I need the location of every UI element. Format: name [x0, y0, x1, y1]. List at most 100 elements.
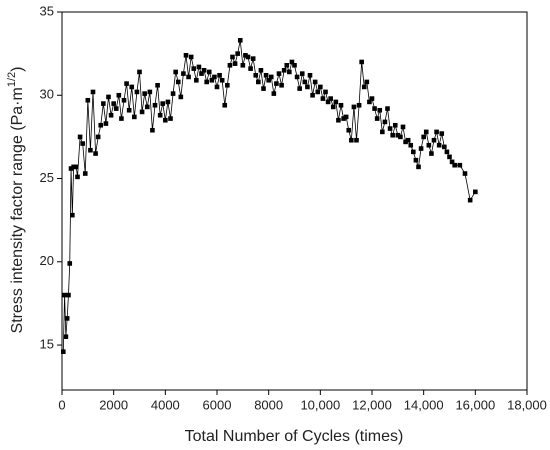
data-point: [165, 99, 171, 105]
y-axis-label-sup: 1/2: [6, 72, 18, 87]
data-point: [196, 64, 202, 70]
data-point: [68, 166, 74, 171]
data-point: [194, 77, 199, 83]
data-point: [444, 149, 450, 155]
data-point: [320, 96, 326, 101]
data-point: [439, 131, 445, 136]
data-point: [199, 71, 204, 76]
data-point: [245, 54, 251, 60]
data-point: [119, 116, 124, 121]
data-point: [225, 82, 230, 88]
data-point: [356, 102, 362, 108]
data-point: [116, 92, 122, 98]
data-point: [398, 134, 403, 140]
data-point: [434, 129, 439, 135]
y-tick-label: 15: [40, 336, 54, 351]
data-point: [336, 117, 341, 123]
data-point: [385, 106, 390, 111]
x-tick-label: 12,000: [352, 397, 392, 412]
data-point: [449, 159, 455, 165]
data-point: [144, 104, 150, 110]
data-point: [188, 54, 194, 60]
data-point: [263, 72, 269, 78]
data-point: [248, 66, 253, 71]
data-point: [315, 89, 321, 95]
data-point: [387, 126, 393, 131]
data-point: [71, 164, 76, 170]
data-point: [287, 69, 292, 75]
data-point: [310, 92, 315, 98]
data-point: [294, 74, 300, 80]
data-point: [235, 51, 240, 56]
data-point: [367, 99, 372, 105]
data-point: [121, 97, 127, 103]
data-point: [90, 89, 96, 95]
data-point: [354, 137, 359, 143]
x-tick-label: 0: [58, 397, 65, 412]
data-point: [173, 69, 178, 75]
data-point: [212, 74, 217, 80]
data-point: [186, 74, 191, 80]
data-point: [63, 334, 69, 340]
data-point: [268, 74, 274, 80]
data-point: [98, 122, 104, 128]
data-point: [142, 91, 147, 96]
x-tick-label: 8000: [254, 397, 283, 412]
data-point: [75, 174, 80, 180]
data-point: [209, 77, 215, 83]
data-point: [405, 137, 411, 143]
data-point: [392, 122, 398, 128]
data-point: [253, 72, 259, 78]
y-axis-label-main: Stress intensity factor range (Pa·m: [9, 87, 26, 333]
x-tick-label: 10,000: [300, 397, 340, 412]
data-point: [139, 109, 145, 115]
data-point: [101, 101, 106, 106]
data-point: [411, 149, 416, 155]
data-point: [155, 82, 160, 88]
data-point: [429, 151, 434, 156]
data-point: [289, 59, 295, 65]
data-point: [250, 56, 256, 61]
data-point: [160, 101, 166, 106]
data-point: [124, 81, 129, 86]
data-point: [240, 62, 246, 68]
data-point: [64, 316, 70, 321]
data-point: [418, 146, 424, 151]
data-point: [80, 141, 85, 146]
data-point: [351, 104, 357, 110]
data-point: [73, 164, 79, 170]
data-point: [85, 97, 91, 103]
data-point: [103, 121, 109, 126]
data-point: [227, 62, 233, 68]
data-point: [341, 116, 346, 121]
data-point: [452, 162, 457, 168]
data-point: [325, 99, 331, 105]
x-tick-label: 2000: [99, 397, 128, 412]
data-point: [243, 52, 248, 58]
data-point: [152, 102, 158, 108]
y-tick-label: 30: [40, 87, 54, 102]
data-point: [408, 142, 414, 148]
data-point: [157, 112, 163, 118]
data-point: [421, 134, 426, 140]
x-tick-label: 18,000: [507, 397, 547, 412]
data-point: [178, 94, 184, 100]
data-point: [150, 127, 155, 133]
data-point: [232, 61, 238, 66]
data-point: [276, 71, 282, 76]
data-point: [400, 124, 406, 130]
data-point: [70, 212, 75, 218]
data-point: [66, 292, 71, 298]
data-point: [318, 84, 323, 90]
data-point: [447, 154, 452, 160]
data-point: [395, 132, 401, 138]
y-axis-label: Stress intensity factor range (Pa·m1/2): [6, 67, 26, 334]
data-point: [330, 104, 336, 110]
data-point: [147, 89, 153, 95]
data-point: [113, 106, 119, 111]
data-point: [60, 349, 66, 355]
data-point: [129, 84, 135, 90]
data-point: [77, 134, 83, 140]
data-point: [312, 79, 318, 85]
data-point: [302, 79, 308, 85]
